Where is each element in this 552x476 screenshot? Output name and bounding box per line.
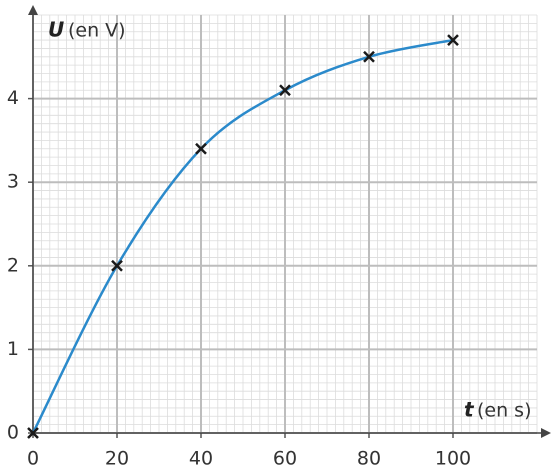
x-tick-label: 80 xyxy=(357,448,381,470)
y-axis-arrow xyxy=(28,5,38,15)
data-point xyxy=(195,142,207,155)
x-axis-unit: (en s) xyxy=(477,400,532,422)
data-point xyxy=(279,84,291,97)
x-tick-label: 20 xyxy=(105,448,129,470)
x-tick-label: 40 xyxy=(189,448,213,470)
x-tick-label: 60 xyxy=(273,448,297,470)
y-tick-label: 3 xyxy=(7,171,19,193)
y-tick-label: 4 xyxy=(7,87,19,109)
y-tick-label: 0 xyxy=(7,422,19,444)
x-axis-arrow xyxy=(541,428,551,438)
x-axis-symbol: t xyxy=(464,398,475,422)
grid xyxy=(32,14,538,434)
data-point xyxy=(111,259,123,272)
x-tick-label: 100 xyxy=(435,448,471,470)
x-tick-label: 0 xyxy=(27,448,39,470)
y-axis-unit: (en V) xyxy=(68,20,126,42)
data-point xyxy=(27,427,39,439)
y-tick-label: 2 xyxy=(7,254,19,276)
data-point xyxy=(363,50,375,63)
y-tick-label: 1 xyxy=(7,338,19,360)
y-axis-symbol: U xyxy=(48,18,64,42)
data-point xyxy=(447,34,459,46)
